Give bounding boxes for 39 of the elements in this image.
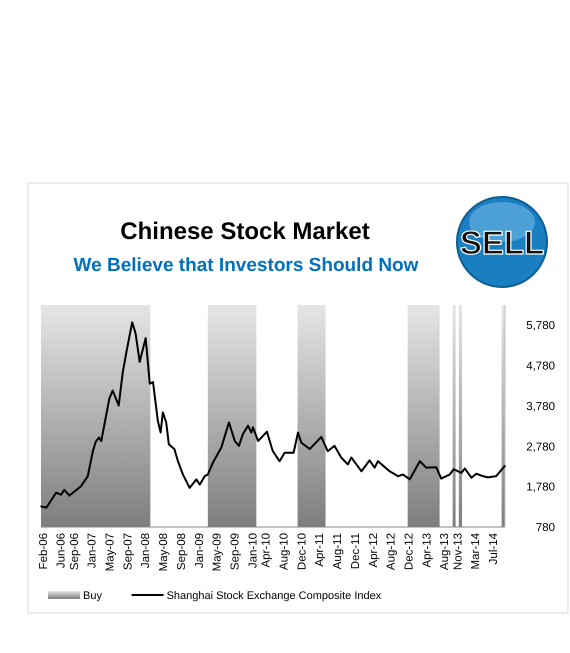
x-tick-label: Nov-13 <box>452 533 465 570</box>
x-tick-label: Dec-12 <box>404 533 416 570</box>
chart-title: Chinese Stock Market <box>120 218 370 245</box>
x-tick-label: Jan-07 <box>86 533 99 568</box>
chart-subtitle: We Believe that Investors Should Now <box>74 255 419 276</box>
y-tick-label: 5,780 <box>526 320 555 332</box>
x-tick-label: Aug-13 <box>439 533 452 570</box>
line-series <box>40 321 506 509</box>
x-tick-label: Jun-06 <box>55 533 68 568</box>
legend-label: Buy <box>83 590 102 602</box>
x-tick-label: Jan-10 <box>247 533 260 568</box>
x-tick-label: Sep-06 <box>68 533 81 570</box>
y-tick-label: 3,780 <box>526 400 555 413</box>
x-tick-label: Jan-09 <box>194 533 206 568</box>
y-tick-label: 780 <box>536 522 555 534</box>
x-tick-label: Apr-11 <box>314 533 326 567</box>
x-tick-label: May-08 <box>158 533 170 572</box>
x-tick-label: Aug-10 <box>278 533 290 570</box>
y-tick-label: 4,780 <box>526 360 555 373</box>
x-tick-label: Feb-06 <box>38 533 50 570</box>
x-tick-label: Dec-11 <box>350 533 362 570</box>
x-tick-label: Dec-10 <box>296 533 308 570</box>
x-tick-label: Sep-08 <box>176 533 188 570</box>
x-tick-label: Apr-13 <box>421 533 434 568</box>
y-tick-label: 1,780 <box>526 482 555 494</box>
x-tick-label: May-09 <box>211 533 224 572</box>
x-tick-label: Sep-09 <box>230 533 242 570</box>
y-tick-label: 2,780 <box>526 441 555 454</box>
x-tick-label: Apr-12 <box>368 533 380 568</box>
x-tick-label: Aug-12 <box>386 533 398 570</box>
x-tick-label: Mar-14 <box>470 532 482 570</box>
x-tick-label: Sep-07 <box>122 533 134 570</box>
x-tick-label: Aug-11 <box>332 533 344 570</box>
x-tick-label: Jan-08 <box>140 533 152 568</box>
legend-label: Shanghai Stock Exchange Composite Index <box>166 590 382 602</box>
text: SELL <box>460 224 544 261</box>
x-tick-label: May-07 <box>104 533 116 572</box>
x-tick-label: Jul-14 <box>488 532 500 564</box>
x-tick-label: Apr-10 <box>260 533 273 568</box>
